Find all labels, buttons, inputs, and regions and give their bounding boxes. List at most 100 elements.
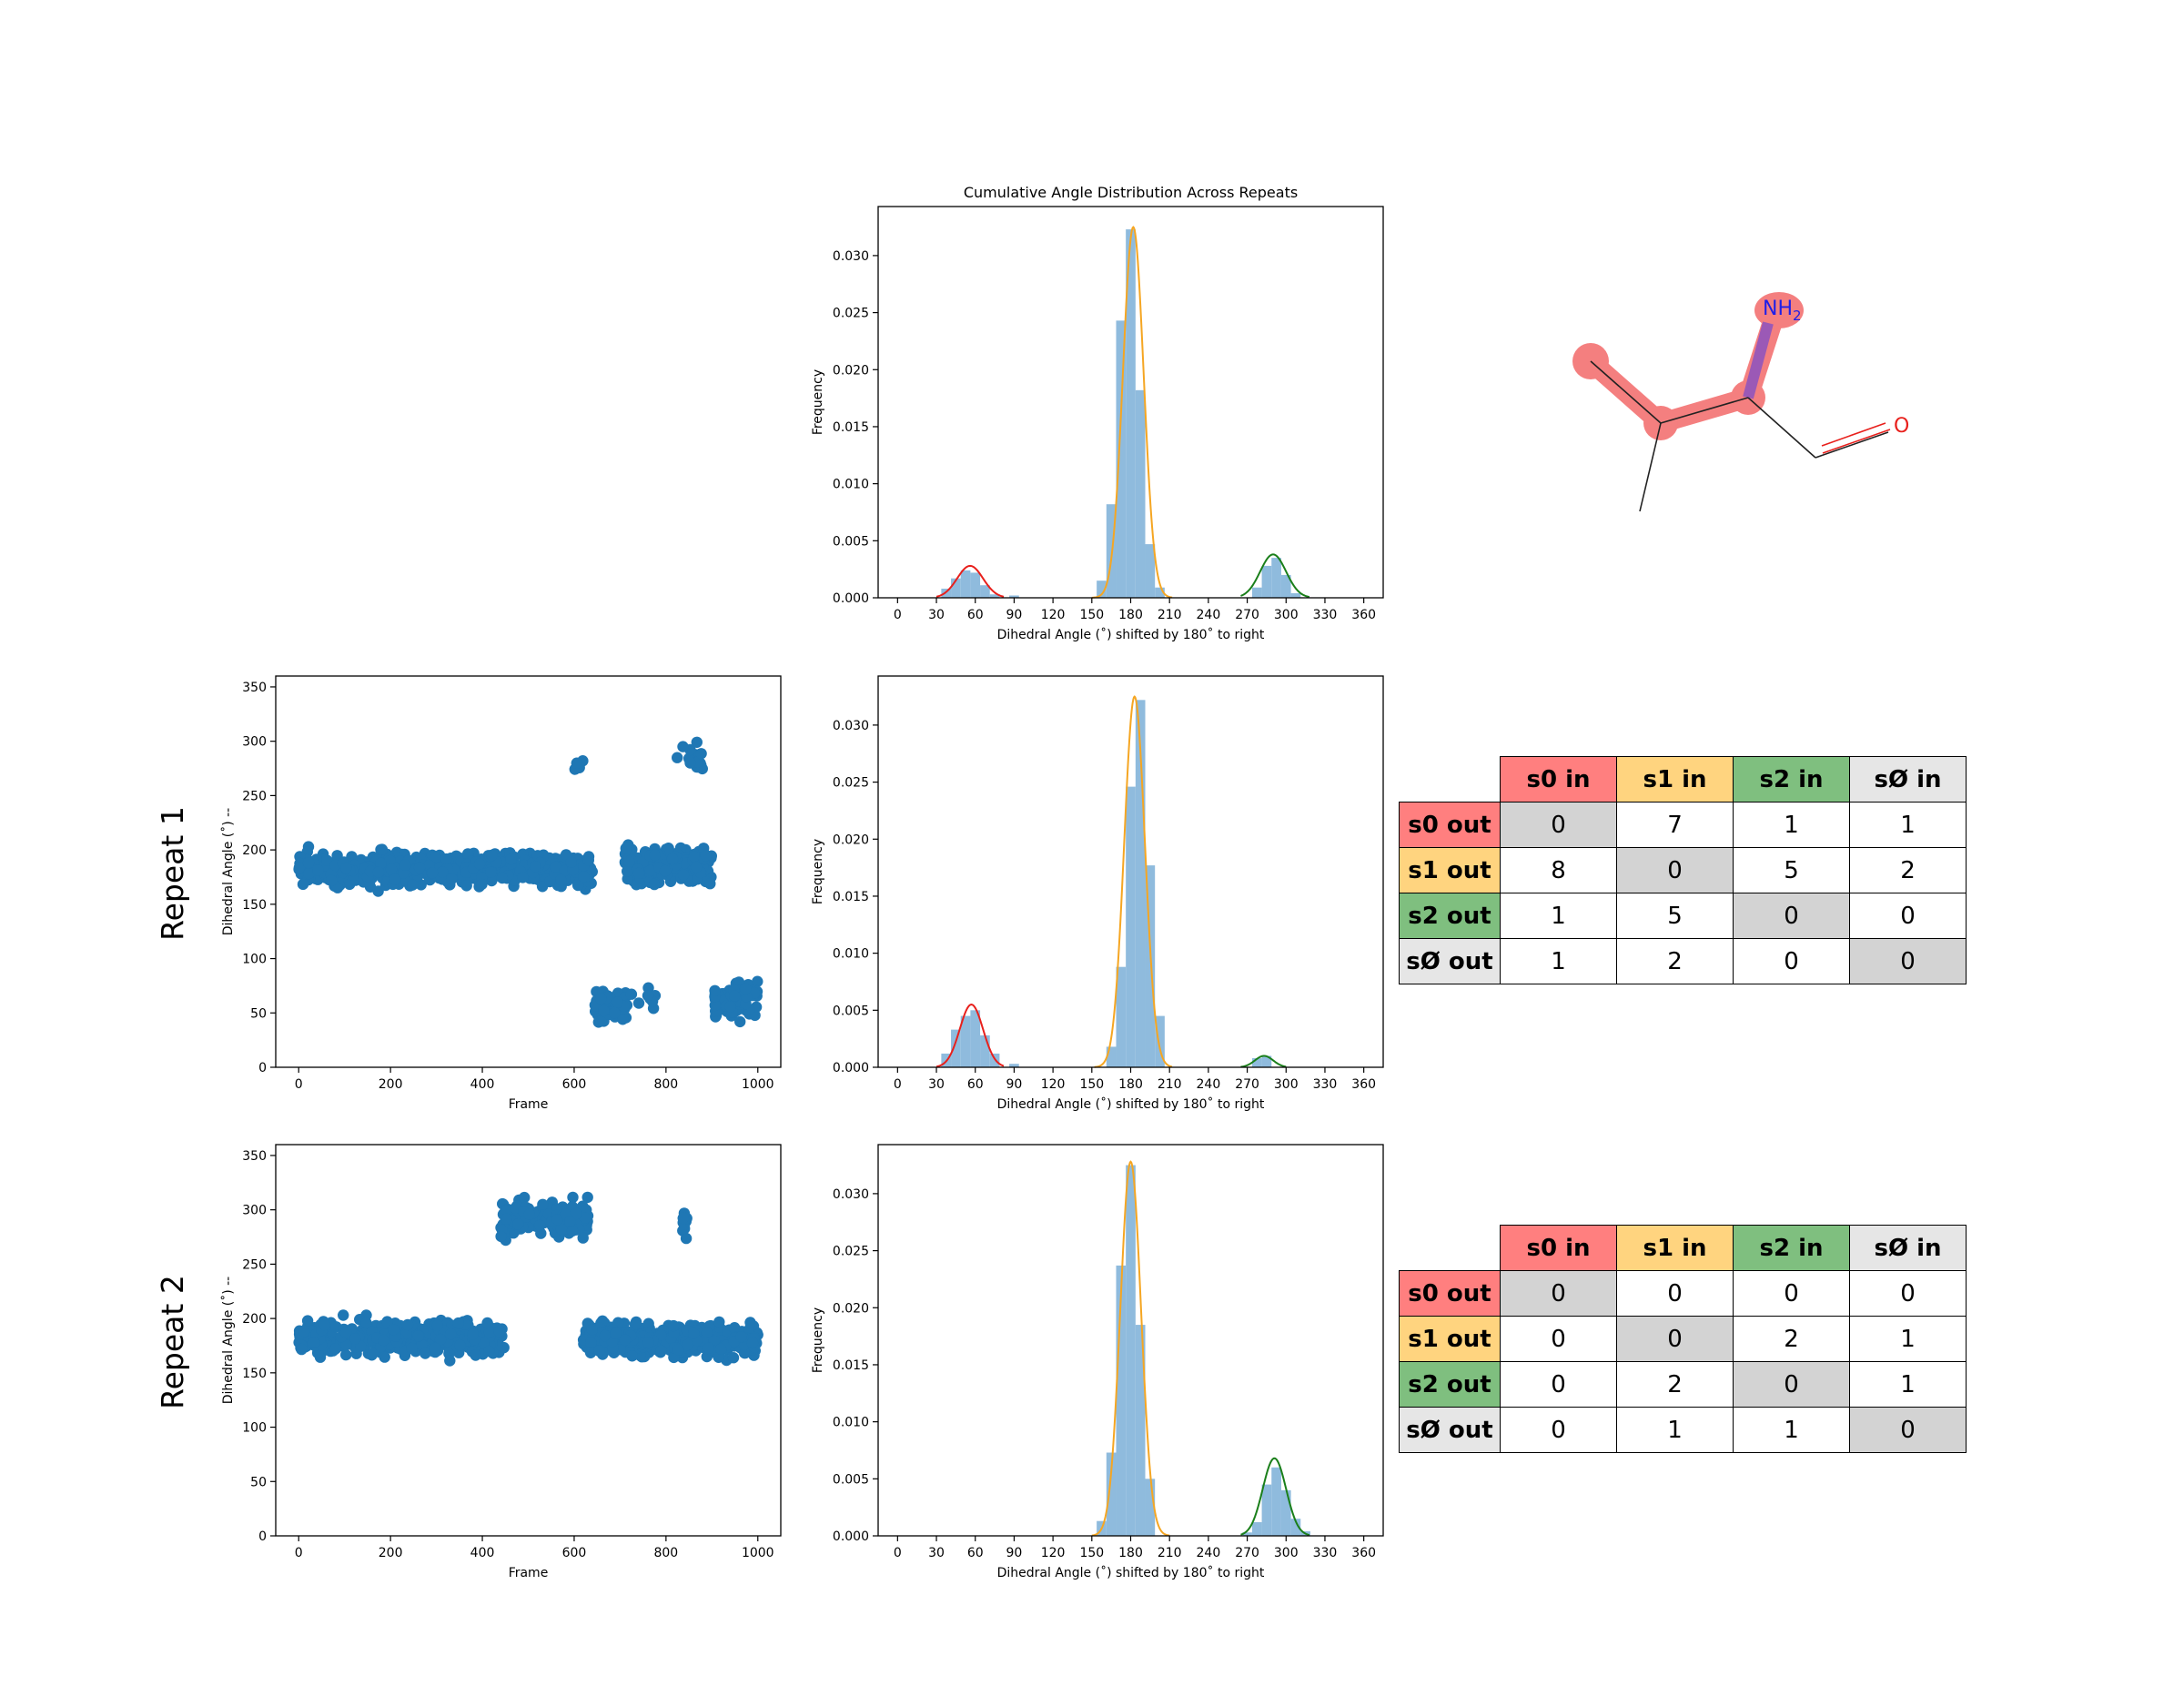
repeat2_scatter-point: [519, 1191, 531, 1204]
repeat1_scatter-point: [303, 867, 315, 880]
repeat1_scatter-point: [413, 862, 426, 873]
r2-row-header-s2: s2 out: [1399, 1361, 1501, 1408]
cumulative-xtick-label: 120: [1041, 608, 1066, 622]
transition-table-repeat-2: s0 in s1 in s2 in sØ in s0 out 0 0 0 0 s1 out 0 0 2 1…: [1399, 1225, 1967, 1453]
cumulative-bar: [1280, 574, 1291, 598]
r2-row-header-s1: s1 out: [1399, 1316, 1501, 1362]
cumulative-bar: [1155, 587, 1165, 598]
repeat1_scatter-point: [632, 867, 645, 879]
repeat1_scatter-point: [446, 873, 458, 885]
repeat2_scatter-point: [298, 1325, 310, 1338]
r1-cell: 1: [1733, 802, 1850, 848]
r2-cell: 1: [1616, 1407, 1734, 1453]
r2-col-header-sx: sØ in: [1849, 1225, 1967, 1271]
repeat1_scatter-point: [407, 879, 419, 891]
repeat2_scatter-point: [682, 1338, 693, 1351]
repeat2_hist-xtick-label: 90: [1006, 1546, 1023, 1560]
repeat1_scatter-point: [344, 878, 356, 891]
highlight-atom: [1754, 292, 1804, 328]
repeat2_hist-xtick-label: 210: [1158, 1546, 1182, 1560]
molecule-bond: [1590, 360, 1662, 424]
repeat2_scatter-point: [642, 1317, 654, 1329]
repeat1_hist-xtick-label: 300: [1274, 1077, 1299, 1092]
repeat1_scatter-point: [623, 855, 635, 867]
repeat1_hist-xtick-label: 0: [894, 1077, 902, 1092]
r2-col-header-s1: s1 in: [1616, 1225, 1734, 1271]
molecule-bond: [1822, 429, 1891, 454]
repeat2_hist-bar: [1116, 1265, 1127, 1536]
repeat2_scatter-point: [744, 1317, 756, 1328]
repeat2_scatter-point: [585, 1337, 597, 1348]
cumulative-xlabel: Dihedral Angle (˚) shifted by 180˚ to ri…: [997, 627, 1265, 642]
repeat1_hist-xtick-label: 60: [967, 1077, 984, 1092]
repeat1_hist-xtick-label: 120: [1041, 1077, 1066, 1092]
repeat1_scatter-point: [321, 854, 333, 866]
repeat2_hist-xlabel: Dihedral Angle (˚) shifted by 180˚ to ri…: [997, 1565, 1265, 1580]
r1-cell: 5: [1733, 847, 1850, 893]
repeat1_scatter-point: [734, 1015, 746, 1028]
repeat2_hist-chart: 0 30 60 90 120 150 180 210 240 270 300 330 360 0.000 0…: [811, 1144, 1384, 1580]
repeat1_scatter-point: [389, 873, 401, 885]
repeat2_scatter-point: [564, 1216, 576, 1227]
repeat2_hist-xtick-label: 180: [1118, 1546, 1143, 1560]
repeat2_scatter-point: [318, 1318, 330, 1331]
repeat1_scatter-point: [372, 866, 385, 878]
repeat1_scatter-ytick-label: 300: [242, 735, 267, 750]
r2-cell: 0: [1849, 1407, 1967, 1453]
repeat1_scatter-point: [565, 856, 577, 868]
repeat1_scatter-ylabel: Dihedral Angle (˚) --: [220, 808, 236, 936]
repeat1_hist-bar: [960, 1015, 971, 1067]
repeat2_hist-xtick-label: 30: [928, 1546, 945, 1560]
r2-row-header-sx: sØ out: [1399, 1407, 1501, 1453]
repeat1_scatter-point: [485, 866, 497, 878]
repeat2_hist-xtick-label: 60: [967, 1546, 984, 1560]
r1-cell: 0: [1500, 802, 1617, 848]
cumulative-bar: [1261, 565, 1272, 598]
repeat2_scatter-point: [626, 1350, 638, 1362]
cumulative-xtick-label: 30: [928, 608, 945, 622]
repeat2_scatter-point: [577, 1232, 589, 1244]
repeat1_scatter-point: [426, 867, 439, 879]
molecule-bond: [1747, 397, 1816, 459]
repeat2_scatter-point: [454, 1339, 466, 1351]
repeat2_scatter-point: [445, 1327, 457, 1340]
cumulative-xtick-label: 0: [894, 608, 902, 622]
repeat1_scatter-point: [709, 984, 721, 997]
repeat1_scatter-point: [302, 857, 315, 869]
repeat1_scatter-ytick-label: 50: [250, 1006, 267, 1021]
cumulative-fit-s2: [1240, 553, 1310, 599]
molecule-bond: [1821, 422, 1886, 447]
repeat2_scatter-point: [338, 1309, 349, 1321]
cumulative-ytick-label: 0.025: [833, 307, 869, 321]
molecule-bond: [1660, 397, 1749, 424]
repeat2_hist-ytick-label: 0.005: [833, 1472, 869, 1487]
repeat2_scatter-point: [680, 1232, 693, 1245]
repeat1_scatter-point: [486, 849, 498, 862]
repeat1_scatter-xlabel: Frame: [509, 1097, 549, 1112]
repeat2_scatter-point: [452, 1317, 464, 1329]
r1-cell: 2: [1849, 847, 1967, 893]
repeat2_scatter-point: [470, 1349, 481, 1361]
repeat1_hist-bar: [1155, 1015, 1165, 1067]
r1-col-header-s0: s0 in: [1500, 756, 1617, 803]
repeat1_hist-bar: [951, 1029, 961, 1067]
repeat1_scatter-point: [648, 878, 661, 891]
repeat2_hist-bar: [1280, 1489, 1291, 1536]
r2-cell: 2: [1616, 1361, 1734, 1408]
repeat1_hist-xtick-label: 360: [1351, 1077, 1376, 1092]
cumulative-bar: [1135, 389, 1146, 598]
cumulative-xtick-label: 60: [967, 608, 984, 622]
atom-label-nh2: NH2: [1763, 298, 1802, 324]
repeat2_hist-xtick-label: 0: [894, 1546, 902, 1560]
repeat2_scatter-point: [579, 1212, 591, 1224]
repeat2_scatter-point: [566, 1225, 579, 1237]
cumulative-xtick-label: 270: [1235, 608, 1259, 622]
r2-col-header-s0: s0 in: [1500, 1225, 1617, 1271]
repeat2_hist-bar: [1290, 1519, 1301, 1536]
repeat1_hist-bar: [1251, 1057, 1262, 1067]
repeat2_scatter-xlabel: Frame: [509, 1566, 549, 1580]
repeat1_hist-ytick-label: 0.015: [833, 890, 869, 904]
row-label-repeat-2: Repeat 2: [155, 1275, 190, 1409]
repeat1_scatter-point: [505, 853, 517, 865]
repeat2_hist-xtick-label: 240: [1197, 1546, 1221, 1560]
